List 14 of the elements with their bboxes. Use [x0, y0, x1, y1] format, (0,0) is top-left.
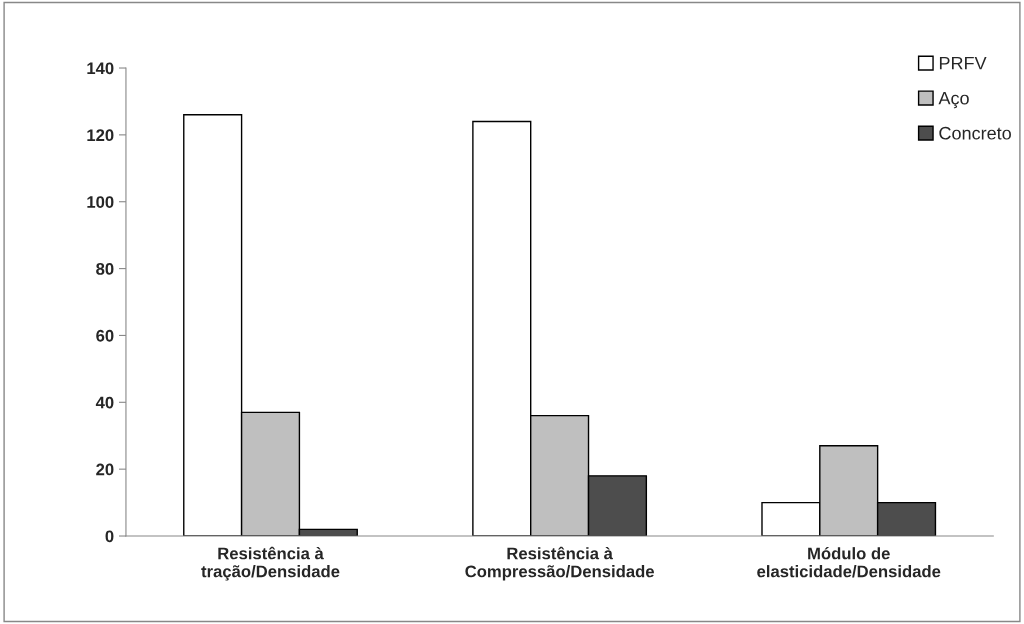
x-tick-label: Resistência à Compressão/Densidade	[465, 546, 654, 581]
y-tick-label: 20	[96, 463, 114, 476]
x-tick-label: Módulo de elasticidade/Densidade	[757, 546, 941, 578]
legend-label: Aço	[938, 91, 969, 109]
x-tick-label: Resistência à tração/Densidade	[201, 546, 340, 581]
y-tick-label: 140	[87, 62, 114, 75]
y-tick-label: 0	[105, 530, 114, 543]
y-tick-label: 40	[95, 396, 114, 409]
y-tick-label: 120	[87, 129, 114, 142]
legend-label: PRFV	[939, 56, 987, 70]
y-tick-label: 100	[87, 196, 114, 208]
y-tick-label: 60	[96, 329, 114, 342]
y-tick-label: 80	[96, 262, 114, 275]
legend-label: Concreto	[939, 126, 1011, 140]
